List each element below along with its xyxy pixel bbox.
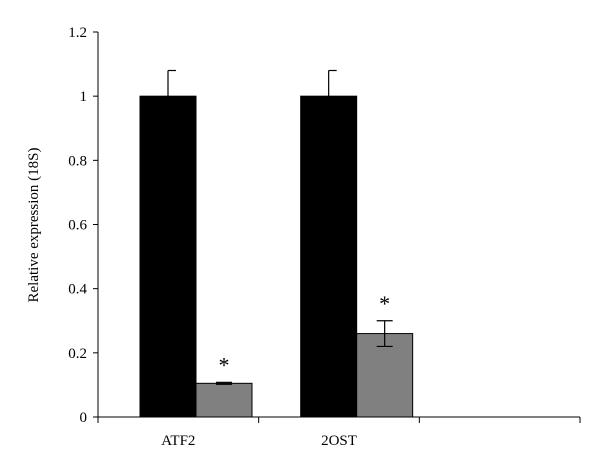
y-axis: 0 0.2 0.4 0.6 0.8 1 1.2 — [68, 25, 99, 426]
x-tick-label: ATF2 — [161, 433, 195, 449]
significance-star: * — [219, 352, 230, 377]
y-tick-label: 0.4 — [68, 282, 87, 298]
y-tick-label: 0.6 — [68, 218, 87, 234]
y-tick-label: 0.2 — [68, 346, 87, 362]
x-tick-label: 2OST — [321, 433, 357, 449]
y-tick-label: 1.2 — [68, 25, 87, 41]
y-tick-label: 1 — [80, 89, 88, 105]
significance-star: * — [379, 291, 390, 316]
y-tick-label: 0 — [80, 410, 88, 426]
bar — [195, 382, 253, 418]
bar — [300, 95, 358, 418]
error-bars — [167, 69, 393, 385]
bar — [356, 333, 414, 418]
bar — [139, 95, 197, 418]
annotations: ** — [219, 291, 391, 378]
y-tick-label: 0.8 — [68, 153, 87, 169]
x-axis: ATF2 2OST — [97, 416, 581, 449]
bars — [139, 95, 414, 418]
y-axis-title: Relative expression (18S) — [26, 148, 42, 303]
